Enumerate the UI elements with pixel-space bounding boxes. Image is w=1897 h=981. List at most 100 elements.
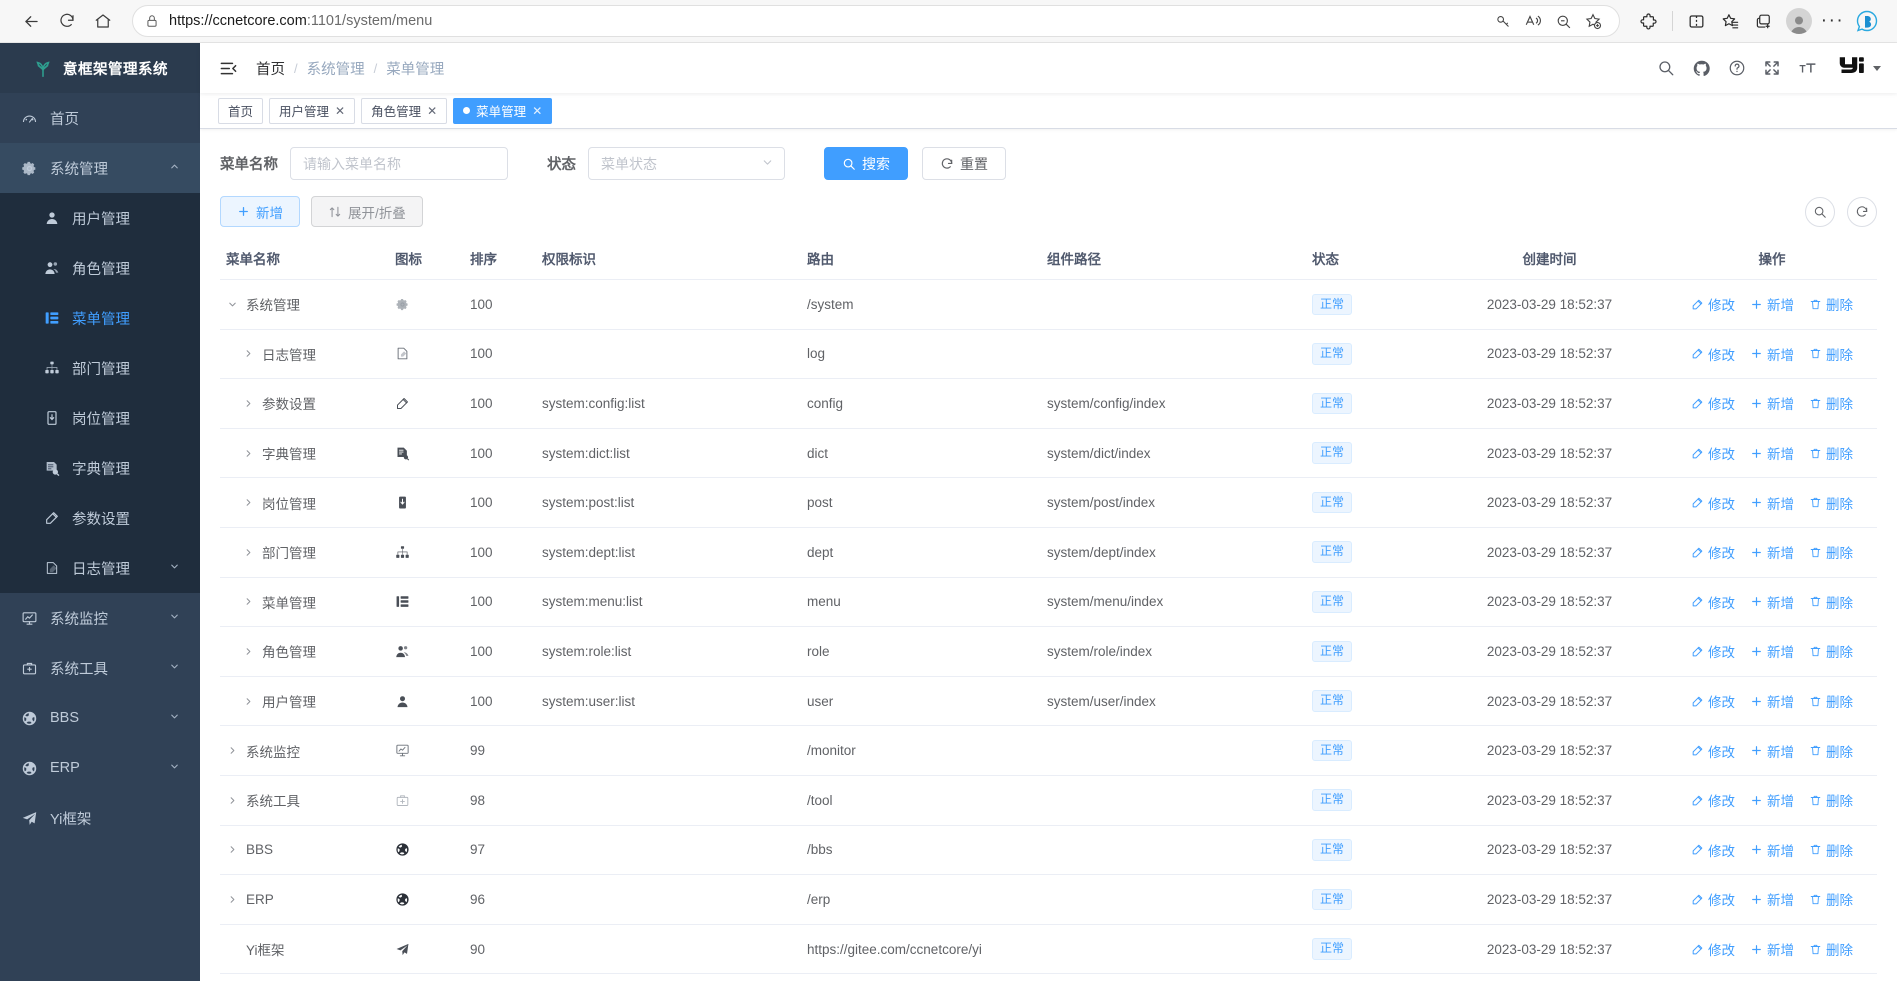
delete-link[interactable]: 删除	[1809, 840, 1853, 860]
delete-link[interactable]: 删除	[1809, 641, 1853, 661]
edit-link[interactable]: 修改	[1691, 741, 1735, 761]
edit-link[interactable]: 修改	[1691, 393, 1735, 413]
delete-link[interactable]: 删除	[1809, 542, 1853, 562]
favorites-list-icon[interactable]	[1714, 5, 1747, 38]
add-link[interactable]: 新增	[1750, 443, 1794, 463]
edit-link[interactable]: 修改	[1691, 443, 1735, 463]
delete-link[interactable]: 删除	[1809, 493, 1853, 513]
breadcrumb-item-system[interactable]: 系统管理	[306, 61, 365, 78]
refresh-icon[interactable]	[1847, 196, 1877, 227]
close-icon[interactable]: ✕	[427, 103, 438, 118]
hamburger-menu-icon[interactable]	[214, 53, 242, 83]
delete-link[interactable]: 删除	[1809, 592, 1853, 612]
delete-link[interactable]: 删除	[1809, 790, 1853, 810]
search-icon[interactable]	[1805, 196, 1835, 227]
edit-link[interactable]: 修改	[1691, 790, 1735, 810]
extensions-icon[interactable]	[1632, 5, 1665, 38]
add-link[interactable]: 新增	[1750, 691, 1794, 711]
help-circle-icon[interactable]	[1728, 59, 1746, 77]
status-select-input[interactable]	[588, 147, 785, 180]
chevron-right-icon[interactable]	[242, 547, 255, 558]
chevron-right-icon[interactable]	[242, 596, 255, 607]
edit-link[interactable]: 修改	[1691, 344, 1735, 364]
tab-role-management[interactable]: 角色管理 ✕	[361, 97, 448, 124]
delete-link[interactable]: 删除	[1809, 691, 1853, 711]
copilot-icon[interactable]	[1850, 5, 1883, 38]
add-link[interactable]: 新增	[1750, 493, 1794, 513]
sidebar-item-dictionary[interactable]: 字典管理	[0, 443, 200, 493]
chevron-right-icon[interactable]	[242, 448, 255, 459]
sidebar-item-posts[interactable]: 岗位管理	[0, 393, 200, 443]
add-link[interactable]: 新增	[1750, 889, 1794, 909]
add-link[interactable]: 新增	[1750, 393, 1794, 413]
user-avatar-dropdown[interactable]	[1838, 55, 1881, 82]
sidebar-item-menus[interactable]: 菜单管理	[0, 293, 200, 343]
delete-link[interactable]: 删除	[1809, 443, 1853, 463]
sidebar-item-departments[interactable]: 部门管理	[0, 343, 200, 393]
close-icon[interactable]: ✕	[532, 103, 543, 118]
address-bar[interactable]: https://ccnetcore.com:1101/system/menu	[132, 5, 1620, 37]
zoom-out-icon[interactable]	[1549, 7, 1577, 35]
edit-link[interactable]: 修改	[1691, 939, 1735, 959]
chevron-right-icon[interactable]	[242, 398, 255, 409]
reset-button[interactable]: 重置	[922, 147, 1006, 180]
add-link[interactable]: 新增	[1750, 741, 1794, 761]
edit-link[interactable]: 修改	[1691, 889, 1735, 909]
edit-link[interactable]: 修改	[1691, 542, 1735, 562]
github-icon[interactable]	[1692, 59, 1711, 78]
sidebar-item-logs[interactable]: 日志管理	[0, 543, 200, 593]
read-aloud-icon[interactable]	[1519, 7, 1547, 35]
add-link[interactable]: 新增	[1750, 592, 1794, 612]
expand-collapse-button[interactable]: 展开/折叠	[311, 196, 423, 227]
add-link[interactable]: 新增	[1750, 939, 1794, 959]
search-button[interactable]: 搜索	[824, 147, 908, 180]
sidebar-item-home[interactable]: 首页	[0, 93, 200, 143]
add-link[interactable]: 新增	[1750, 840, 1794, 860]
delete-link[interactable]: 删除	[1809, 889, 1853, 909]
sidebar-item-params[interactable]: 参数设置	[0, 493, 200, 543]
chevron-right-icon[interactable]	[226, 745, 239, 756]
edit-link[interactable]: 修改	[1691, 592, 1735, 612]
close-icon[interactable]: ✕	[335, 103, 346, 118]
edit-link[interactable]: 修改	[1691, 691, 1735, 711]
chevron-down-icon[interactable]	[226, 299, 239, 310]
delete-link[interactable]: 删除	[1809, 344, 1853, 364]
chevron-right-icon[interactable]	[226, 844, 239, 855]
tab-user-management[interactable]: 用户管理 ✕	[269, 97, 356, 124]
chevron-right-icon[interactable]	[226, 894, 239, 905]
tab-menu-management[interactable]: 菜单管理 ✕	[453, 97, 553, 124]
fullscreen-icon[interactable]	[1763, 59, 1781, 77]
collections-icon[interactable]	[1748, 5, 1781, 38]
font-size-icon[interactable]	[1798, 59, 1817, 78]
sidebar-logo[interactable]: 意框架管理系统	[0, 43, 200, 93]
chevron-right-icon[interactable]	[242, 696, 255, 707]
edit-link[interactable]: 修改	[1691, 294, 1735, 314]
sidebar-item-erp[interactable]: ERP	[0, 743, 200, 793]
delete-link[interactable]: 删除	[1809, 294, 1853, 314]
back-arrow-icon[interactable]	[14, 4, 48, 38]
add-button[interactable]: 新增	[220, 196, 300, 227]
settings-more-icon[interactable]: ···	[1820, 10, 1845, 32]
delete-link[interactable]: 删除	[1809, 741, 1853, 761]
chevron-right-icon[interactable]	[242, 348, 255, 359]
password-key-icon[interactable]	[1489, 7, 1517, 35]
delete-link[interactable]: 删除	[1809, 393, 1853, 413]
search-icon[interactable]	[1657, 59, 1675, 77]
profile-avatar-icon[interactable]	[1782, 5, 1815, 38]
status-select[interactable]	[588, 147, 785, 180]
add-favorite-icon[interactable]	[1579, 7, 1607, 35]
add-link[interactable]: 新增	[1750, 790, 1794, 810]
breadcrumb-item-home[interactable]: 首页	[256, 61, 285, 78]
edit-link[interactable]: 修改	[1691, 493, 1735, 513]
sidebar-item-users[interactable]: 用户管理	[0, 193, 200, 243]
add-link[interactable]: 新增	[1750, 542, 1794, 562]
sidebar-item-monitor[interactable]: 系统监控	[0, 593, 200, 643]
add-link[interactable]: 新增	[1750, 344, 1794, 364]
chevron-right-icon[interactable]	[226, 795, 239, 806]
edit-link[interactable]: 修改	[1691, 840, 1735, 860]
tab-home[interactable]: 首页	[218, 97, 264, 124]
add-link[interactable]: 新增	[1750, 294, 1794, 314]
sidebar-item-bbs[interactable]: BBS	[0, 693, 200, 743]
sidebar-item-tools[interactable]: 系统工具	[0, 643, 200, 693]
refresh-icon[interactable]	[50, 4, 84, 38]
